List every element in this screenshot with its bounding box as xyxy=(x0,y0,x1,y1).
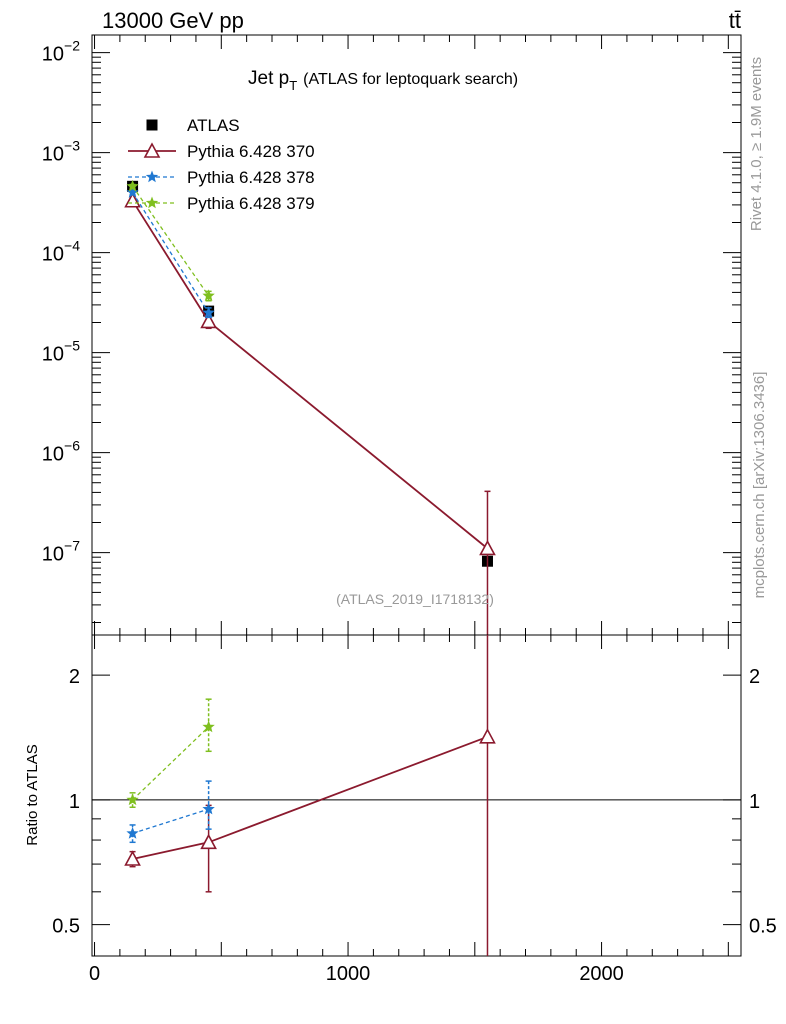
x-tick-label: 2000 xyxy=(579,963,624,985)
main-y-tick-label: 10−4 xyxy=(42,238,80,266)
main-y-tick-label: 10−6 xyxy=(42,438,80,466)
legend-label: Pythia 6.428 379 xyxy=(187,194,315,213)
ratio-y-ticks: 0.5 0.5 1 1 2 2 xyxy=(52,666,777,937)
main-series-pythia-6-428-370 xyxy=(124,192,496,635)
ratio-point xyxy=(479,728,496,744)
ratio-point xyxy=(200,833,217,850)
legend-marker xyxy=(143,142,161,158)
ratio-point xyxy=(124,850,141,866)
ratio-point xyxy=(126,793,139,806)
ratio-y-tick-label: 0.5 xyxy=(52,916,80,938)
main-point xyxy=(126,185,139,198)
mcplots-label: mcplots.cern.ch [arXiv:1306.3436] xyxy=(751,372,768,599)
x-tick-label: 1000 xyxy=(326,963,371,985)
legend-entry-atlas: ATLAS xyxy=(146,116,240,135)
legend-label: Pythia 6.428 378 xyxy=(187,168,315,187)
legend-entry-pythia-6-428-379: Pythia 6.428 379 xyxy=(128,194,315,213)
header-left: 13000 GeV pp xyxy=(102,8,244,33)
ratio-series-pythia-6-428-379 xyxy=(126,698,215,808)
ratio-line-pythia-6-428-379 xyxy=(132,726,210,801)
x-tick-label: 0 xyxy=(89,963,100,985)
main-title: Jet pT (ATLAS for leptoquark search) xyxy=(248,68,518,93)
main-plot: 10−2 10−3 10−4 10−5 10−6 10−7 Jet pT (ATLAS fo… xyxy=(42,34,742,636)
ratio-y-tick-label: 1 xyxy=(69,791,80,813)
main-point xyxy=(126,179,139,192)
legend-label: Pythia 6.428 370 xyxy=(187,142,315,161)
main-line-pythia-6-428-378 xyxy=(132,192,210,314)
ratio-ylabel: Ratio to ATLAS xyxy=(24,744,41,845)
ratio-line-pythia-6-428-370 xyxy=(132,735,488,860)
ratio-plot: 0.5 0.5 1 1 2 2 0 1000 2000 Ratio to ATLAS xyxy=(24,35,777,985)
main-point xyxy=(200,312,217,329)
legend-marker xyxy=(145,170,159,183)
main-series xyxy=(124,179,496,635)
ratio-x-ticks: 0 1000 2000 xyxy=(89,35,729,985)
main-y-ticks: 10−2 10−3 10−4 10−5 10−6 10−7 xyxy=(42,38,741,624)
legend: ATLAS Pythia 6.428 370 Pythia 6.428 378 Pyt… xyxy=(128,116,315,213)
ratio-point xyxy=(126,826,139,839)
legend-marker xyxy=(146,119,158,131)
ratio-point xyxy=(202,720,215,733)
main-title-text: Jet p xyxy=(248,68,289,89)
legend-label: ATLAS xyxy=(187,116,240,135)
main-y-tick-label: 10−5 xyxy=(42,338,80,366)
rivet-label: Rivet 4.1.0, ≥ 1.9M events xyxy=(748,57,765,231)
main-point xyxy=(202,306,215,319)
ratio-series-pythia-6-428-378 xyxy=(126,780,215,844)
main-y-tick-label: 10−3 xyxy=(42,138,80,166)
ratio-series-pythia-6-428-370 xyxy=(124,635,496,956)
legend-entry-pythia-6-428-378: Pythia 6.428 378 xyxy=(128,168,315,187)
ratio-line-pythia-6-428-378 xyxy=(132,808,209,835)
ratio-point xyxy=(202,802,215,815)
main-title-subscript: T xyxy=(289,78,297,93)
main-y-tick-label: 10−7 xyxy=(42,538,80,566)
ratio-y-tick-label-right: 0.5 xyxy=(749,916,777,938)
main-series-pythia-6-428-379 xyxy=(126,179,215,302)
ratio-plot-frame xyxy=(91,634,742,957)
ratio-y-tick-label-right: 1 xyxy=(749,791,760,813)
main-series-pythia-6-428-378 xyxy=(126,185,215,319)
analysis-label: (ATLAS_2019_I1718132) xyxy=(336,591,494,607)
ratio-y-tick-label-right: 2 xyxy=(749,666,760,688)
legend-marker xyxy=(145,196,159,209)
ratio-series xyxy=(124,635,496,956)
main-title-extra: (ATLAS for leptoquark search) xyxy=(303,71,518,88)
main-line-pythia-6-428-370 xyxy=(131,200,489,550)
legend-entry-pythia-6-428-370: Pythia 6.428 370 xyxy=(128,142,315,161)
main-point xyxy=(202,289,215,301)
header-right: tt̄ xyxy=(729,8,741,33)
main-y-tick-label: 10−2 xyxy=(42,38,80,66)
main-point xyxy=(479,539,496,556)
ratio-y-tick-label: 2 xyxy=(69,666,80,688)
main-line-pythia-6-428-379 xyxy=(132,185,210,297)
